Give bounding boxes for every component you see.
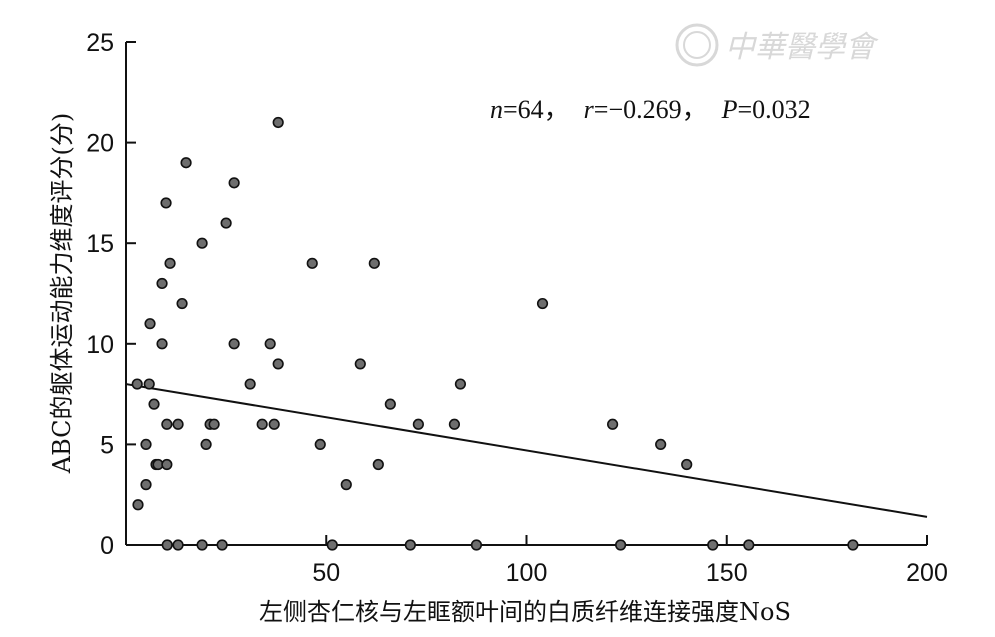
data-point bbox=[172, 418, 184, 430]
data-point bbox=[228, 338, 240, 350]
data-point bbox=[340, 479, 352, 491]
data-point bbox=[156, 338, 168, 350]
data-point bbox=[707, 539, 719, 551]
n-label: n bbox=[490, 95, 503, 124]
data-point bbox=[131, 378, 143, 390]
data-point bbox=[161, 458, 173, 471]
data-point bbox=[216, 539, 228, 551]
y-ticks: 0 5 10 15 20 25 bbox=[86, 29, 136, 560]
data-point bbox=[140, 479, 152, 491]
y-tick-label: 20 bbox=[86, 130, 114, 158]
data-point bbox=[607, 418, 619, 430]
n-value: =64， bbox=[503, 95, 570, 124]
watermark-text: 中華醫學會 bbox=[725, 30, 879, 65]
y-tick-label: 25 bbox=[86, 29, 114, 57]
data-point bbox=[161, 418, 173, 430]
data-point bbox=[314, 438, 326, 451]
r-value: =−0.269， bbox=[594, 95, 708, 124]
r-label: r bbox=[584, 95, 595, 124]
y-tick-label: 0 bbox=[100, 532, 114, 560]
data-point bbox=[143, 378, 155, 390]
data-points bbox=[131, 116, 859, 551]
x-tick-label: 200 bbox=[906, 559, 948, 587]
data-point bbox=[196, 237, 208, 249]
data-point bbox=[176, 297, 188, 310]
y-tick-label: 5 bbox=[100, 431, 114, 459]
data-point bbox=[404, 539, 416, 551]
data-point bbox=[412, 418, 424, 430]
data-point bbox=[200, 438, 212, 451]
data-point bbox=[615, 539, 627, 551]
data-point bbox=[156, 277, 168, 290]
data-point bbox=[272, 358, 284, 370]
regression-line bbox=[125, 383, 928, 518]
data-point bbox=[196, 539, 208, 551]
x-tick-label: 150 bbox=[706, 559, 748, 587]
x-tick-label: 100 bbox=[506, 559, 548, 587]
data-point bbox=[208, 418, 220, 430]
data-point bbox=[264, 338, 276, 350]
data-point bbox=[161, 539, 173, 551]
data-point bbox=[681, 458, 693, 471]
data-point bbox=[306, 257, 318, 269]
data-point bbox=[244, 378, 256, 390]
data-point bbox=[655, 438, 667, 451]
data-point bbox=[148, 398, 160, 410]
data-point bbox=[384, 398, 396, 410]
data-point bbox=[847, 539, 859, 551]
watermark-logo: 中華醫學會 bbox=[675, 23, 879, 67]
data-point bbox=[256, 418, 268, 430]
data-point bbox=[454, 378, 467, 390]
data-point bbox=[268, 418, 280, 430]
data-point bbox=[372, 458, 384, 471]
data-point bbox=[144, 318, 156, 330]
y-tick-label: 10 bbox=[86, 331, 114, 359]
data-point bbox=[354, 358, 366, 370]
data-point bbox=[164, 257, 176, 269]
x-axis-title: 左侧杏仁核与左眶额叶间的白质纤维连接强度NoS bbox=[259, 598, 791, 626]
data-point bbox=[180, 157, 192, 169]
data-point bbox=[140, 438, 152, 451]
p-label: P bbox=[721, 95, 738, 124]
p-value: =0.032 bbox=[738, 95, 811, 124]
data-point bbox=[220, 217, 232, 229]
data-point bbox=[368, 257, 380, 269]
data-point bbox=[132, 499, 144, 511]
data-point bbox=[536, 297, 549, 310]
x-tick-label: 50 bbox=[312, 559, 340, 587]
data-point bbox=[160, 197, 172, 209]
data-point bbox=[448, 418, 461, 430]
data-point bbox=[172, 539, 184, 551]
data-point bbox=[272, 116, 284, 129]
data-point bbox=[470, 539, 483, 551]
data-point bbox=[228, 177, 240, 189]
stat-annotation: n=64， r=−0.269， P=0.032 bbox=[490, 95, 811, 124]
y-axis-title: ABC的躯体运动能力维度评分(分) bbox=[48, 113, 76, 475]
x-ticks: 50 100 150 200 bbox=[312, 535, 948, 587]
data-point bbox=[326, 539, 338, 551]
y-tick-label: 15 bbox=[86, 230, 114, 258]
data-point bbox=[743, 539, 755, 551]
